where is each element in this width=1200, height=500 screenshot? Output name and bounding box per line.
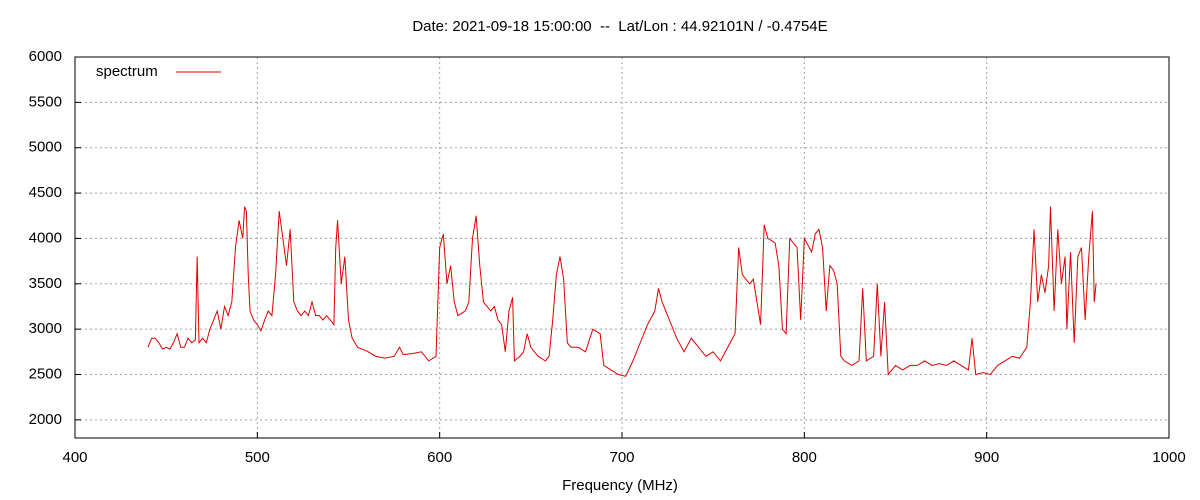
y-tick-label: 3500 — [29, 275, 62, 292]
x-tick-label: 400 — [62, 449, 87, 466]
y-tick-label: 2500 — [29, 365, 62, 382]
x-tick-label: 500 — [245, 449, 270, 466]
y-tick-label: 5000 — [29, 139, 62, 156]
y-tick-label: 3000 — [29, 320, 62, 337]
x-tick-label: 900 — [974, 449, 999, 466]
y-tick-label: 4500 — [29, 184, 62, 201]
x-axis-label: Frequency (MHz) — [562, 477, 678, 494]
x-tick-label: 700 — [609, 449, 634, 466]
plot-border — [74, 56, 1170, 439]
y-tick-label: 5500 — [29, 93, 62, 110]
chart-title: Date: 2021-09-18 15:00:00 -- Lat/Lon : 4… — [412, 18, 827, 35]
y-tick-label: 6000 — [29, 48, 62, 65]
x-tick-label: 800 — [792, 449, 817, 466]
x-tick-label: 600 — [427, 449, 452, 466]
y-tick-label: 4000 — [29, 229, 62, 246]
x-tick-label: 1000 — [1152, 449, 1185, 466]
spectrum-line — [147, 206, 1097, 377]
y-tick-label: 2000 — [29, 411, 62, 428]
legend-label: spectrum — [96, 63, 158, 80]
